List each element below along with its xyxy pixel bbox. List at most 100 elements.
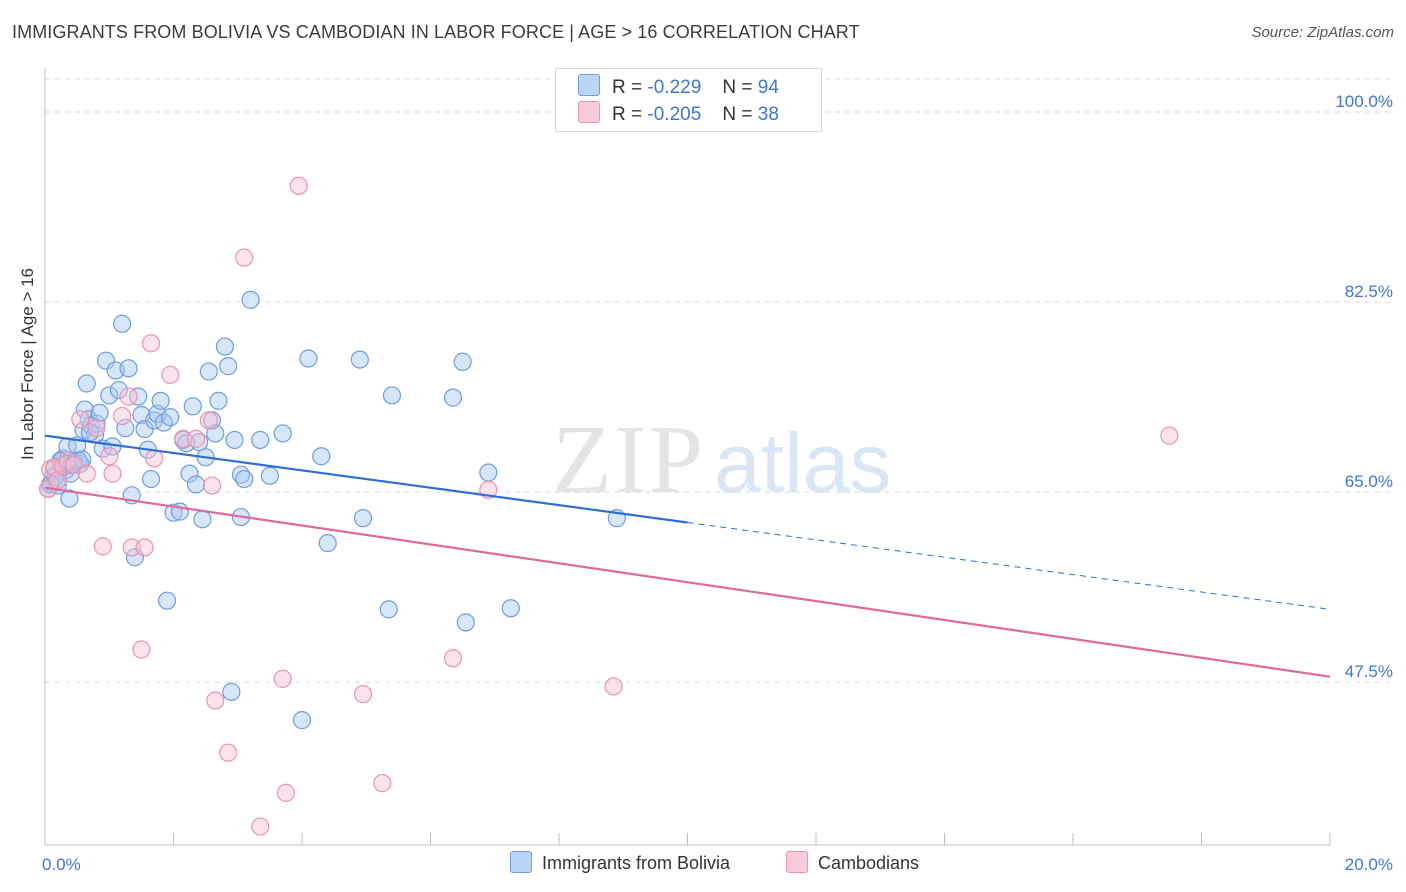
x-tick-label: 0.0% (42, 855, 81, 874)
bolivia-point (215, 337, 234, 356)
bolivia-point (456, 613, 475, 632)
cambodian-point (251, 817, 270, 836)
cambodian-point (604, 677, 623, 696)
bolivia-point (77, 374, 96, 393)
bolivia-point (312, 447, 331, 466)
cambodian-point (122, 538, 141, 557)
bolivia-point (129, 387, 148, 406)
bottom-legend-bolivia: Immigrants from Bolivia (510, 851, 730, 874)
bolivia-point (219, 357, 238, 376)
cambodian-point (93, 537, 112, 556)
bolivia-point (251, 430, 270, 450)
bolivia-point (199, 362, 218, 381)
bolivia-point (353, 509, 373, 528)
chart-title: IMMIGRANTS FROM BOLIVIA VS CAMBODIAN IN … (12, 22, 860, 42)
bolivia-point (75, 400, 94, 419)
cambodian-point (132, 640, 151, 659)
bolivia-point (299, 349, 318, 368)
bolivia-point (443, 388, 463, 407)
bolivia-point (116, 418, 135, 438)
bolivia-point (157, 591, 177, 610)
trend-line-cambodian (44, 486, 1331, 678)
cambodian-point (64, 455, 84, 475)
correlation-legend: R = -0.229 N = 94 R = -0.205 N = 38 (555, 68, 822, 132)
bottom-legend-swatch-bolivia (510, 851, 532, 873)
y-tick-label: 65.0% (1345, 472, 1393, 491)
watermark-atlas: atlas (714, 416, 891, 510)
y-tick-label: 47.5% (1345, 662, 1393, 681)
cambodian-point (219, 743, 238, 762)
legend-swatch-bolivia (578, 74, 600, 96)
legend-r-value: -0.205 (647, 104, 702, 125)
bolivia-point (222, 682, 241, 701)
bolivia-point (119, 359, 138, 378)
bolivia-point (125, 548, 145, 567)
bolivia-point (209, 391, 228, 410)
bolivia-point (382, 386, 402, 405)
bolivia-point (183, 397, 202, 416)
trend-line-bolivia-extension (687, 521, 1331, 610)
bolivia-point (100, 386, 119, 405)
bottom-legend-label-bolivia: Immigrants from Bolivia (542, 853, 731, 873)
data-points (39, 176, 1179, 836)
cambodian-point (87, 418, 106, 438)
bolivia-point (180, 464, 199, 483)
cambodian-point (289, 176, 308, 195)
axes (44, 68, 1331, 846)
bolivia-point (60, 489, 79, 508)
legend-r-label: R = (612, 104, 643, 125)
cambodian-point (77, 464, 96, 483)
cambodian-point (135, 538, 154, 557)
bottom-legend-swatch-cambodian (786, 851, 808, 873)
cambodian-point (1160, 426, 1179, 445)
bolivia-point (161, 408, 180, 427)
cambodian-point (353, 684, 373, 704)
bolivia-point (501, 599, 520, 618)
y-axis-label: In Labor Force | Age > 16 (18, 267, 37, 460)
bolivia-point (96, 351, 116, 370)
cambodian-point (141, 334, 161, 353)
bolivia-point (112, 314, 132, 333)
cambodian-point (161, 365, 180, 384)
legend-n-label: N = (722, 77, 753, 98)
bolivia-point (90, 403, 109, 422)
legend-n-value: 94 (757, 77, 779, 98)
bolivia-point (453, 352, 472, 371)
cambodian-point (112, 406, 132, 426)
cambodian-point (276, 783, 296, 802)
bolivia-point (273, 424, 292, 443)
legend-n-value: 38 (757, 104, 779, 125)
cambodian-point (186, 429, 206, 448)
bolivia-point (350, 350, 369, 369)
cambodian-point (103, 464, 122, 483)
cambodian-point (202, 476, 222, 495)
watermark-zip: ZIP (552, 406, 705, 514)
trend-lines (44, 434, 1331, 678)
legend-swatch-cambodian (578, 101, 600, 123)
bolivia-point (225, 430, 244, 450)
trend-line-bolivia (44, 434, 688, 524)
cambodian-point (273, 669, 292, 688)
cambodian-point (206, 691, 225, 710)
cambodian-point (443, 649, 463, 668)
bolivia-point (235, 469, 254, 489)
bolivia-point (164, 503, 183, 522)
bolivia-point (479, 463, 498, 482)
bolivia-point (292, 711, 312, 730)
bottom-legend-cambodian: Cambodians (786, 851, 919, 874)
cambodian-point (199, 411, 218, 430)
cambodian-point (373, 774, 392, 793)
x-tick-label: 20.0% (1345, 855, 1393, 874)
watermark: ZIP atlas (552, 406, 891, 514)
bolivia-point (241, 290, 260, 309)
legend-r-label: R = (612, 77, 643, 98)
cambodian-point (145, 449, 164, 468)
bolivia-point (186, 475, 206, 494)
bolivia-point (109, 380, 128, 400)
legend-n-label: N = (722, 104, 753, 125)
legend-row-cambodian: R = -0.205 N = 38 (578, 101, 779, 127)
bottom-legend-label-cambodian: Cambodians (818, 853, 920, 873)
cambodian-point (235, 248, 254, 267)
bolivia-point (193, 510, 212, 529)
